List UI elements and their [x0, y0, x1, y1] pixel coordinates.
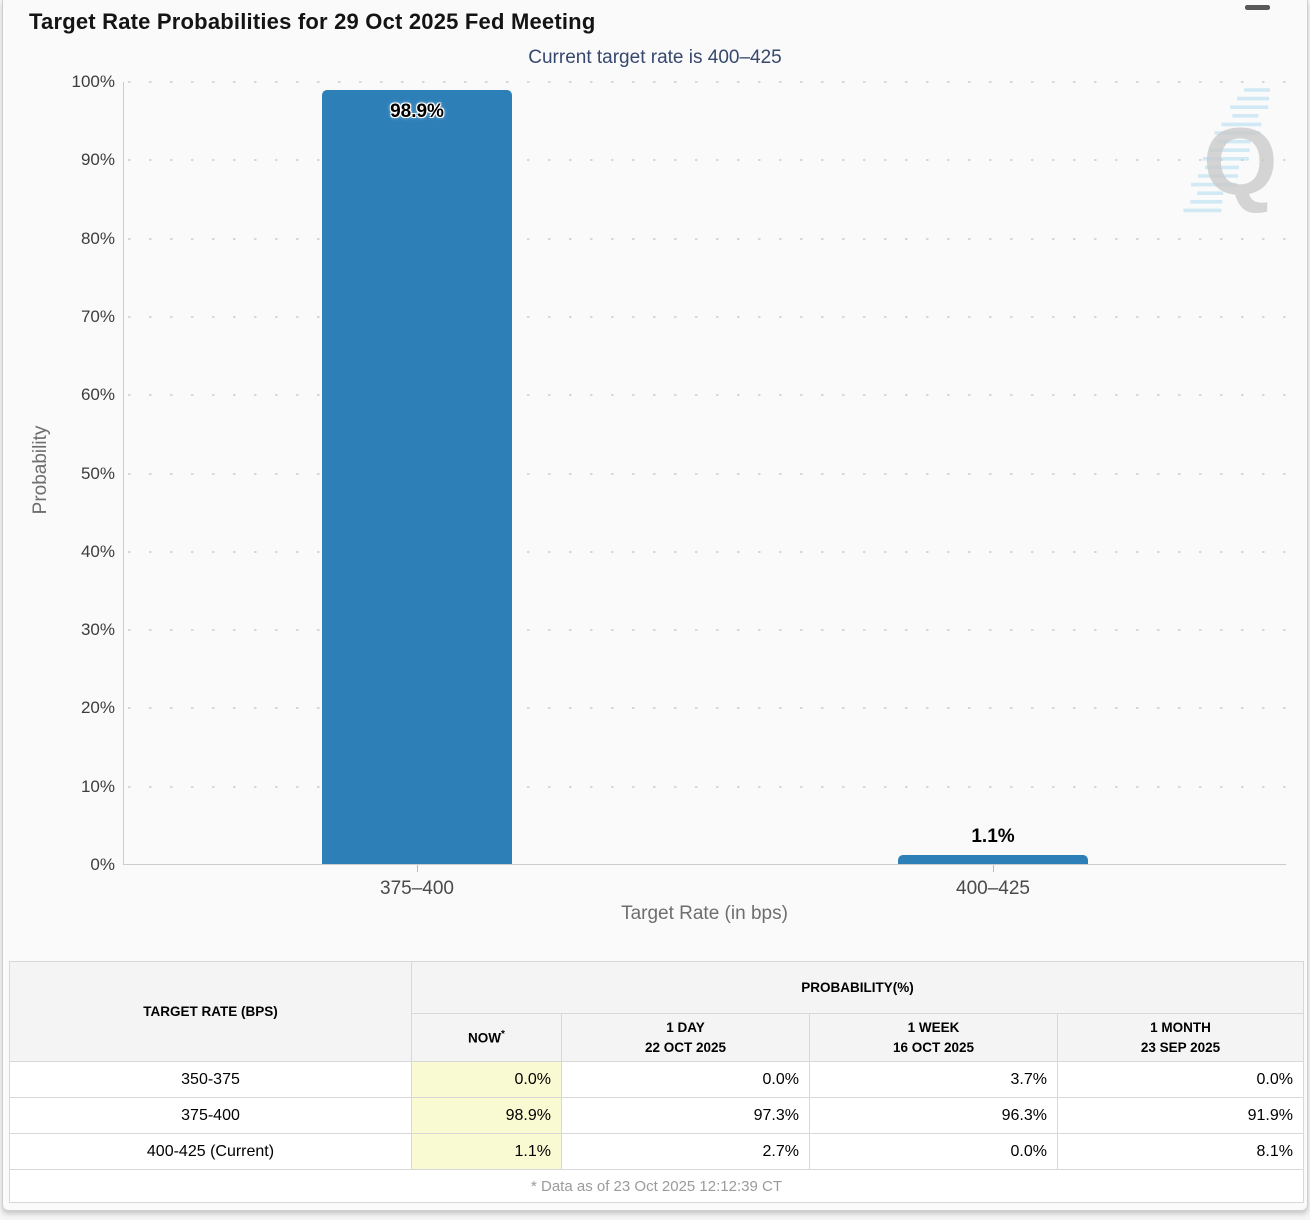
probability-cell: 3.7%: [809, 1061, 1058, 1098]
probability-cell: 0.0%: [561, 1061, 810, 1098]
x-axis-title: Target Rate (in bps): [621, 903, 788, 924]
y-tick-label: 0%: [90, 855, 115, 874]
probability-cell: 0.0%: [809, 1133, 1058, 1170]
y-tick-label: 30%: [80, 620, 115, 640]
table-header-target-rate: TARGET RATE (BPS): [9, 961, 412, 1062]
now-probability-cell: 98.9%: [411, 1097, 562, 1134]
probability-table: TARGET RATE (BPS) PROBABILITY(%) NOW* 1 …: [9, 961, 1304, 1203]
table-row: 375-400 98.9% 97.3% 96.3% 91.9%: [9, 1097, 1304, 1134]
target-rate-cell: 375-400: [9, 1097, 412, 1134]
bar-chart-plot-area: 0% 10% 20% 30% 40% 50% 60% 70% 80% 90% 100% 98.9% 37…: [72, 72, 1286, 899]
x-category-label: 400–425: [956, 878, 1030, 899]
gridline: [128, 550, 1286, 553]
probability-cell: 2.7%: [561, 1133, 810, 1170]
data-as-of-footnote: * Data as of 23 Oct 2025 12:12:39 CT: [9, 1169, 1304, 1203]
target-rate-cell: 400-425 (Current): [9, 1133, 412, 1170]
probability-cell: 91.9%: [1057, 1097, 1304, 1134]
table-row: 400-425 (Current) 1.1% 2.7% 0.0% 8.1%: [9, 1133, 1304, 1170]
y-tick-label: 70%: [80, 306, 115, 326]
gridline: [128, 237, 1286, 240]
y-tick-label: 100%: [71, 72, 115, 91]
y-tick-label: 20%: [80, 698, 115, 718]
gridline: [128, 315, 1286, 318]
probability-cell: 96.3%: [809, 1097, 1058, 1134]
gridline: [128, 472, 1286, 475]
asterisk: *: [501, 1029, 505, 1041]
x-category-label: 375–400: [380, 878, 454, 899]
x-tick: [993, 865, 994, 872]
bar-value-label: 98.9%: [390, 101, 444, 122]
gridline: [128, 81, 1286, 83]
y-tick-label: 60%: [80, 385, 115, 405]
y-tick-label: 10%: [80, 776, 115, 796]
now-probability-cell: 0.0%: [411, 1061, 562, 1098]
gridline: [128, 394, 1286, 397]
probability-bar-375–400: [322, 90, 512, 864]
gridline: [128, 707, 1286, 710]
probability-cell: 0.0%: [1057, 1061, 1304, 1098]
y-tick-label: 40%: [80, 541, 115, 561]
gridline: [128, 629, 1286, 632]
probability-cell: 97.3%: [561, 1097, 810, 1134]
table-row: 350-375 0.0% 0.0% 3.7% 0.0%: [9, 1061, 1304, 1098]
probability-cell: 8.1%: [1057, 1133, 1304, 1170]
table-header-1day: 1 DAY 22 OCT 2025: [561, 1013, 810, 1062]
chart-subtitle: Current target rate is 400–425: [528, 47, 782, 68]
table-header-1week: 1 WEEK 16 OCT 2025: [809, 1013, 1058, 1062]
table-header-probability: PROBABILITY(%): [411, 961, 1304, 1014]
probability-bar-400–425: [898, 855, 1088, 864]
table-header-1month: 1 MONTH 23 SEP 2025: [1057, 1013, 1304, 1062]
x-tick: [417, 865, 418, 872]
now-probability-cell: 1.1%: [411, 1133, 562, 1170]
y-tick-label: 50%: [80, 463, 115, 483]
gridline: [128, 159, 1286, 162]
table-header-now: NOW*: [411, 1013, 562, 1062]
y-tick-label: 80%: [80, 228, 115, 248]
gridline: [128, 785, 1286, 788]
bar-value-label: 1.1%: [971, 826, 1015, 847]
target-rate-cell: 350-375: [9, 1061, 412, 1098]
hamburger-bar: [1245, 5, 1270, 10]
y-tick-label: 90%: [80, 150, 115, 170]
page-title: Target Rate Probabilities for 29 Oct 202…: [29, 9, 596, 34]
